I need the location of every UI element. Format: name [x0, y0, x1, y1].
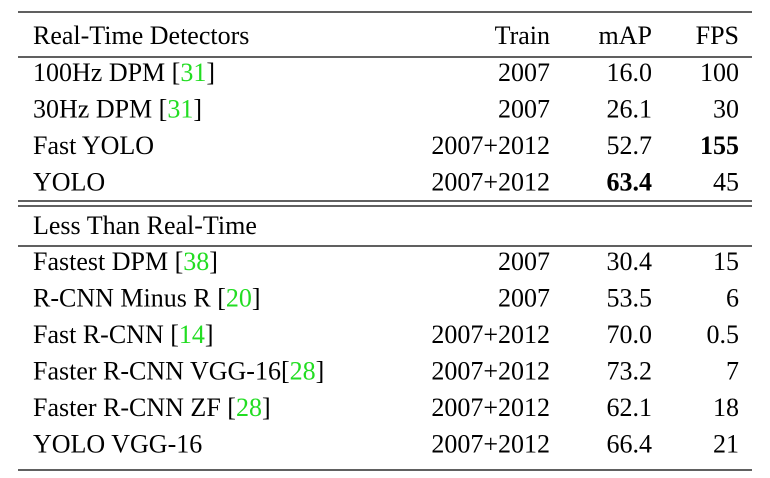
text-part: Fastest DPM [ [33, 247, 183, 276]
text-part: ] [316, 356, 325, 385]
value-cell: 7 [726, 356, 739, 385]
value-cell: 62.1 [607, 393, 653, 422]
citation: 28 [290, 356, 316, 385]
value-cell: 15 [713, 247, 739, 276]
text-part: ] [206, 58, 215, 87]
method-cell: Fast R-CNN [14] [33, 320, 214, 349]
value-cell: 2007 [498, 58, 550, 87]
value-cell: 0.5 [707, 320, 740, 349]
value-cell: 63.4 [607, 167, 653, 196]
text-part: 30Hz DPM [ [33, 94, 167, 123]
text-part: ] [252, 283, 261, 312]
text-part: ] [209, 247, 218, 276]
value-cell: 16.0 [607, 58, 653, 87]
citation: 38 [183, 247, 209, 276]
value-cell: 2007+2012 [431, 393, 550, 422]
value-cell: 73.2 [607, 356, 653, 385]
method-cell: R-CNN Minus R [20] [33, 283, 261, 312]
header-cell: Train [495, 21, 550, 50]
method-cell: Faster R-CNN VGG-16[28] [33, 356, 324, 385]
value-cell: 66.4 [607, 429, 653, 458]
text-part: Faster R-CNN ZF [ [33, 393, 236, 422]
method-cell: Faster R-CNN ZF [28] [33, 393, 271, 422]
value-cell: 45 [713, 167, 739, 196]
value-cell: 100 [700, 58, 739, 87]
value-cell: 30 [713, 94, 739, 123]
header-cell: Real-Time Detectors [33, 21, 249, 50]
method-cell: YOLO [33, 167, 105, 196]
text-part: Fast R-CNN [ [33, 320, 179, 349]
citation: 20 [226, 283, 252, 312]
value-cell: 18 [713, 393, 739, 422]
value-cell: 53.5 [607, 283, 653, 312]
text-part: ] [193, 94, 202, 123]
value-cell: 2007+2012 [431, 320, 550, 349]
value-cell: 155 [700, 131, 739, 160]
value-cell: 2007+2012 [431, 167, 550, 196]
citation: 31 [180, 58, 206, 87]
value-cell: 30.4 [607, 247, 653, 276]
value-cell: 2007+2012 [431, 131, 550, 160]
value-cell: 52.7 [607, 131, 653, 160]
value-cell: 70.0 [607, 320, 653, 349]
text-part: ] [262, 393, 271, 422]
text-part: 100Hz DPM [ [33, 58, 180, 87]
header-cell: FPS [696, 21, 739, 50]
text-part: ] [205, 320, 214, 349]
header-cell: mAP [599, 21, 652, 50]
value-cell: 26.1 [607, 94, 653, 123]
value-cell: 21 [713, 429, 739, 458]
value-cell: 2007+2012 [431, 429, 550, 458]
method-cell: Fast YOLO [33, 131, 154, 160]
value-cell: 2007+2012 [431, 356, 550, 385]
value-cell: 2007 [498, 94, 550, 123]
citation: 14 [179, 320, 205, 349]
value-cell: 2007 [498, 247, 550, 276]
citation: 28 [236, 393, 262, 422]
citation: 31 [167, 94, 193, 123]
value-cell: 6 [726, 283, 739, 312]
method-cell: 100Hz DPM [31] [33, 58, 215, 87]
value-cell: 2007 [498, 283, 550, 312]
method-cell: 30Hz DPM [31] [33, 94, 202, 123]
method-cell: YOLO VGG-16 [33, 429, 202, 458]
text-part: Faster R-CNN VGG-16[ [33, 356, 290, 385]
text-part: R-CNN Minus R [ [33, 283, 226, 312]
section-title: Less Than Real-Time [33, 211, 257, 240]
method-cell: Fastest DPM [38] [33, 247, 218, 276]
